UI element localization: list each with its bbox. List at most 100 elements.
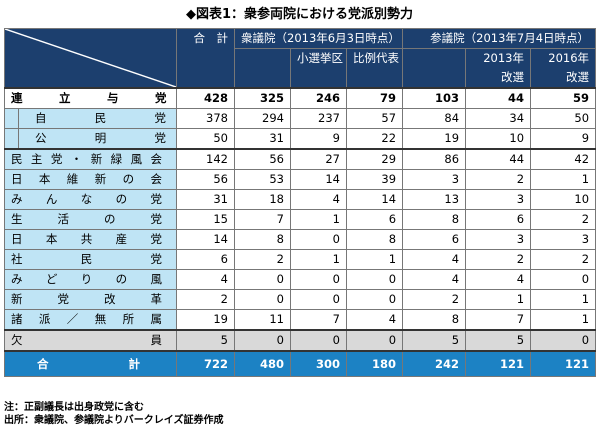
row-indent <box>4 108 19 129</box>
cell: 15 <box>176 209 235 230</box>
header-small-district: 小選挙区 <box>290 48 347 89</box>
table-row: 社民党 6 2 1 1 4 2 2 <box>4 249 597 270</box>
cell: 3 <box>530 229 597 250</box>
cell: 180 <box>345 350 404 377</box>
cell: 0 <box>345 289 404 310</box>
header-row-2: 小選挙区 比例代表 2013年 改選 2016年 改選 <box>5 48 597 89</box>
cell: 246 <box>290 87 347 109</box>
cell: 294 <box>234 108 291 129</box>
cell: 14 <box>345 189 404 210</box>
cell: 3 <box>465 229 532 250</box>
row-label: 連立与党 <box>4 87 177 109</box>
table-row: 生活の党 15 7 1 6 8 6 2 <box>4 209 597 230</box>
row-label: 合計 <box>4 350 177 377</box>
cell: 11 <box>234 309 291 331</box>
cell: 378 <box>176 108 235 129</box>
cell: 59 <box>530 87 597 109</box>
cell: 2 <box>402 289 467 310</box>
cell: 31 <box>176 189 235 210</box>
row-label: 欠員 <box>4 329 177 352</box>
cell: 1 <box>465 289 532 310</box>
cell: 31 <box>234 128 291 150</box>
cell: 4 <box>402 269 467 290</box>
cell: 6 <box>176 249 235 270</box>
header-shugiin: 衆議院（2013年6月3日時点） <box>233 28 404 49</box>
cell: 0 <box>530 269 597 290</box>
cell: 1 <box>530 289 597 310</box>
row-label: みどりの風 <box>4 269 177 290</box>
cell: 722 <box>176 350 235 377</box>
header-total: 合 計 <box>176 28 235 89</box>
table-row: 諸派／無所属 19 11 7 4 8 7 1 <box>4 309 597 331</box>
header-shugiin-blank <box>234 48 291 89</box>
cell: 0 <box>530 329 597 352</box>
row-label: 諸派／無所属 <box>4 309 177 331</box>
cell: 0 <box>290 329 347 352</box>
cell: 242 <box>402 350 467 377</box>
row-label: 生活の党 <box>4 209 177 230</box>
cell: 19 <box>176 309 235 331</box>
cell: 56 <box>234 148 291 170</box>
cell: 1 <box>530 169 597 190</box>
cell: 237 <box>290 108 347 129</box>
row-label: 民主党・新緑風会 <box>4 148 177 170</box>
cell: 428 <box>176 87 235 109</box>
cell: 2 <box>176 289 235 310</box>
cell: 4 <box>290 189 347 210</box>
cell: 7 <box>465 309 532 331</box>
row-label: 公明党 <box>18 128 177 150</box>
source-line: 出所：衆議院、参議院よりバークレイズ証券作成 <box>4 415 224 426</box>
cell: 121 <box>465 350 532 377</box>
header-sangiin-blank <box>402 48 467 89</box>
cell: 480 <box>234 350 291 377</box>
cell: 103 <box>402 87 467 109</box>
cell: 29 <box>345 148 404 170</box>
cell: 5 <box>465 329 532 352</box>
row-label: 日本維新の会 <box>4 169 177 190</box>
cell: 8 <box>345 229 404 250</box>
cell: 8 <box>402 209 467 230</box>
header-2016-election: 2016年 改選 <box>530 48 597 89</box>
cell: 2 <box>465 249 532 270</box>
cell: 2 <box>530 249 597 270</box>
cell: 9 <box>290 128 347 150</box>
header-row-1: 合 計 衆議院（2013年6月3日時点） 参議院（2013年7月4日時点） <box>4 28 597 89</box>
cell: 57 <box>345 108 404 129</box>
table-row: 新党改革 2 0 0 0 2 1 1 <box>4 289 597 310</box>
table-row: 連立与党 428 325 246 79 103 44 59 <box>4 87 597 109</box>
cell: 5 <box>176 329 235 352</box>
cell: 1 <box>345 249 404 270</box>
table-row-total: 合計 722 480 300 180 242 121 121 <box>4 350 597 377</box>
row-label: 社民党 <box>4 249 177 270</box>
cell: 2 <box>465 169 532 190</box>
table-row: 欠員 5 0 0 0 5 5 0 <box>4 329 597 352</box>
header-sangiin: 参議院（2013年7月4日時点） <box>402 28 597 49</box>
cell: 0 <box>290 289 347 310</box>
cell: 42 <box>530 148 597 170</box>
cell: 4 <box>345 309 404 331</box>
cell: 121 <box>530 350 597 377</box>
table-row: 日本維新の会 56 53 14 39 3 2 1 <box>4 169 597 190</box>
page-title: ◆図表1：衆参両院における党派別勢力 <box>185 7 414 22</box>
cell: 4 <box>402 249 467 270</box>
cell: 84 <box>402 108 467 129</box>
cell: 44 <box>465 87 532 109</box>
cell: 50 <box>530 108 597 129</box>
table-row: 日本共産党 14 8 0 8 6 3 3 <box>4 229 597 250</box>
cell: 19 <box>402 128 467 150</box>
cell: 142 <box>176 148 235 170</box>
party-strength-table: 合 計 衆議院（2013年6月3日時点） 参議院（2013年7月4日時点） 小選… <box>4 28 597 377</box>
cell: 22 <box>345 128 404 150</box>
cell: 5 <box>402 329 467 352</box>
cell: 7 <box>234 209 291 230</box>
cell: 14 <box>290 169 347 190</box>
cell: 3 <box>465 189 532 210</box>
header-proportional: 比例代表 <box>345 48 404 89</box>
header-corner-diagonal <box>4 28 177 89</box>
cell: 8 <box>234 229 291 250</box>
cell: 6 <box>465 209 532 230</box>
cell: 0 <box>290 229 347 250</box>
table-row: 自民党 378 294 237 57 84 34 50 <box>4 108 597 129</box>
cell: 1 <box>290 249 347 270</box>
row-label: 日本共産党 <box>4 229 177 250</box>
